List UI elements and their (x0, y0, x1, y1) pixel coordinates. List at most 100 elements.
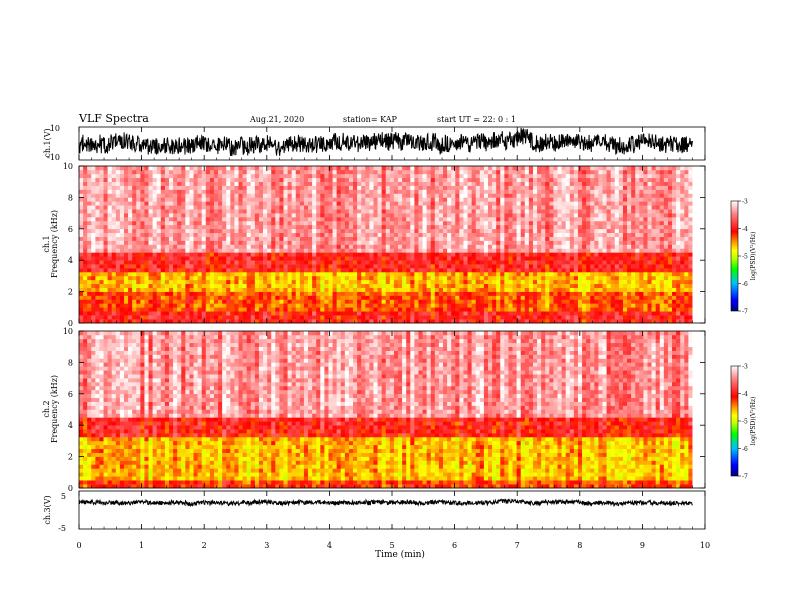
spectrogram-cell (504, 220, 509, 226)
spectrogram-cell (463, 205, 468, 210)
spectrogram-cell (569, 224, 575, 230)
spectrogram-cell (516, 205, 522, 210)
spectrogram-cell (87, 311, 92, 316)
spectrogram-cell (610, 319, 616, 324)
spectrogram-cell (573, 197, 579, 202)
spectrogram-cell (451, 271, 456, 277)
spectrogram-cell (606, 311, 611, 316)
spectrogram-cell (447, 287, 452, 292)
spectrogram-cell (189, 232, 194, 237)
spectrogram-cell (541, 244, 546, 249)
spectrogram-cell (402, 279, 407, 285)
spectrogram-cell (377, 228, 382, 234)
spectrogram-cell (234, 205, 239, 210)
spectrogram-cell (381, 213, 387, 218)
spectrogram-cell (312, 228, 317, 234)
spectrogram-cell (443, 213, 448, 218)
spectrogram-cell (373, 252, 378, 257)
spectrogram-cell (471, 205, 477, 210)
spectrogram-cell (365, 303, 370, 308)
spectrogram-cell (357, 307, 362, 312)
spectrogram-cell (500, 220, 505, 226)
spectrogram-cell (647, 232, 652, 237)
spectrogram-cell (385, 279, 391, 285)
spectrogram-cell (672, 291, 677, 296)
spectrogram-cell (324, 319, 329, 324)
spectrogram-cell (406, 291, 411, 296)
spectrogram-cell (181, 209, 186, 214)
spectrogram-cell (91, 209, 96, 214)
spectrogram-cell (148, 283, 153, 288)
spectrogram-cell (312, 268, 317, 273)
spectrogram-cell (91, 311, 96, 316)
spectrogram-cell (487, 213, 493, 218)
spectrogram-cell (508, 295, 513, 300)
spectrogram-cell (185, 256, 190, 261)
spectrogram-cell (230, 224, 235, 230)
spectrogram-cell (639, 228, 644, 234)
spectrogram-cell (103, 217, 108, 222)
spectrogram-cell (324, 248, 329, 253)
spectrogram-cell (193, 279, 198, 285)
spectrogram-cell (336, 224, 342, 230)
spectrogram-cell (537, 268, 542, 273)
spectrogram-cell (87, 315, 92, 320)
spectrogram-cell (222, 271, 227, 277)
spectrogram-cell (132, 303, 137, 308)
spectrogram-cell (246, 213, 252, 218)
spectrogram-cell (79, 209, 84, 214)
spectrogram-cell (218, 224, 223, 230)
spectrogram-cell (340, 228, 346, 234)
spectrogram-cell (496, 303, 501, 308)
spectrogram-cell (606, 252, 611, 257)
spectrogram-cell (164, 303, 170, 308)
spectrogram-cell (303, 256, 309, 261)
spectrogram-cell (610, 248, 616, 253)
spectrogram-cell (684, 264, 689, 269)
spectrogram-cell (254, 244, 260, 249)
spectrogram-cell (447, 260, 452, 265)
spectrogram-cell (209, 295, 215, 300)
spectrogram-cell (152, 209, 158, 214)
spectrogram-cell (291, 315, 297, 320)
spectrogram-cell (295, 319, 301, 324)
spectrogram-cell (95, 201, 100, 206)
spectrogram-cell (263, 264, 268, 269)
spectrogram-cell (492, 315, 497, 320)
spectrogram-cell (451, 287, 456, 292)
spectrogram-cell (91, 248, 96, 253)
spectrogram-cell (651, 260, 656, 265)
spectrogram-cell (561, 252, 566, 257)
spectrogram-cell (242, 228, 247, 234)
spectrogram-cell (381, 205, 387, 210)
spectrogram-cell (373, 271, 378, 277)
spectrogram-cell (168, 311, 174, 316)
spectrogram-cell (263, 283, 268, 288)
spectrogram-cell (140, 209, 145, 214)
spectrogram-cell (430, 287, 436, 292)
spectrogram-cell (119, 193, 125, 198)
spectrogram-cell (340, 220, 346, 226)
spectrogram-cell (512, 224, 517, 230)
spectrogram-cell (111, 224, 117, 230)
spectrogram-cell (545, 291, 550, 296)
spectrogram-cell (181, 311, 186, 316)
spectrogram-cell (434, 201, 440, 206)
spectrogram-cell (639, 201, 644, 206)
spectrogram-cell (520, 209, 526, 214)
spectrogram-cell (467, 271, 472, 277)
spectrogram-cell (336, 295, 342, 300)
spectrogram-cell (676, 220, 681, 226)
spectrogram-cell (332, 201, 337, 206)
spectrogram-cell (528, 279, 534, 285)
spectrogram-cell (107, 279, 113, 285)
spectrogram-cell (426, 295, 432, 300)
spectrogram-cell (128, 220, 133, 226)
spectrogram-cell (103, 275, 108, 281)
spectrogram-cell (254, 197, 260, 202)
spectrogram-cell (483, 311, 489, 316)
spectrogram-cell (287, 213, 292, 218)
spectrogram-cell (422, 236, 427, 241)
spectrogram-cell (369, 252, 374, 257)
spectrogram-cell (475, 236, 481, 241)
